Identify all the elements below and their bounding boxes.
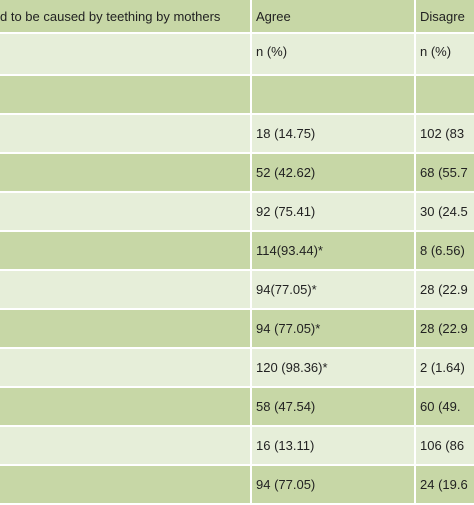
column-divider xyxy=(414,115,416,152)
agree-cell: 92 (75.41) xyxy=(256,204,316,219)
column-divider xyxy=(414,349,416,386)
disagree-cell: 24 (19.6 xyxy=(420,477,468,492)
disagree-cell: 60 (49. xyxy=(420,399,461,414)
disagree-cell: 8 (6.56) xyxy=(420,243,465,258)
column-divider xyxy=(414,310,416,347)
disagree-cell: 106 (86 xyxy=(420,438,465,453)
column-divider xyxy=(250,34,252,74)
column-divider xyxy=(414,388,416,425)
table-subheader-row: n (%) n (%) xyxy=(0,34,474,76)
disagree-cell: 28 (22.9 xyxy=(420,321,468,336)
disagree-cell: 68 (55.7 xyxy=(420,165,468,180)
table-row: 94(77.05)* 28 (22.9 xyxy=(0,271,474,310)
table-row: 58 (47.54) 60 (49. xyxy=(0,388,474,427)
column-divider xyxy=(250,76,252,113)
disagree-cell: 2 (1.64) xyxy=(420,360,465,375)
agree-cell: 120 (98.36)* xyxy=(256,360,328,375)
table-row xyxy=(0,76,474,115)
table-row: 18 (14.75) 102 (83 xyxy=(0,115,474,154)
column-divider xyxy=(250,115,252,152)
column-divider xyxy=(414,232,416,269)
column-divider xyxy=(414,154,416,191)
table-row: 114(93.44)* 8 (6.56) xyxy=(0,232,474,271)
column-divider xyxy=(250,466,252,503)
header-condition: d to be caused by teething by mothers xyxy=(0,9,221,24)
disagree-cell: 30 (24.5 xyxy=(420,204,468,219)
column-divider xyxy=(414,427,416,464)
subheader-disagree: n (%) xyxy=(420,44,452,59)
agree-cell: 52 (42.62) xyxy=(256,165,316,180)
header-agree: Agree xyxy=(256,9,291,24)
column-divider xyxy=(250,232,252,269)
disagree-cell xyxy=(420,76,474,113)
agree-cell: 94 (77.05) xyxy=(256,477,316,492)
disagree-cell: 28 (22.9 xyxy=(420,282,468,297)
column-divider xyxy=(414,34,416,74)
column-divider xyxy=(250,193,252,230)
table-row: 52 (42.62) 68 (55.7 xyxy=(0,154,474,193)
agree-cell: 94 (77.05)* xyxy=(256,321,321,336)
column-divider xyxy=(414,466,416,503)
column-divider xyxy=(250,427,252,464)
column-divider xyxy=(414,271,416,308)
table-row: 94 (77.05)* 28 (22.9 xyxy=(0,310,474,349)
column-divider xyxy=(250,0,252,32)
column-divider xyxy=(250,154,252,191)
table-row: 94 (77.05) 24 (19.6 xyxy=(0,466,474,505)
agree-cell: 16 (13.11) xyxy=(256,438,315,453)
agree-cell: 58 (47.54) xyxy=(256,399,316,414)
table-row: 120 (98.36)* 2 (1.64) xyxy=(0,349,474,388)
agree-cell: 18 (14.75) xyxy=(256,126,316,141)
disagree-cell: 102 (83 xyxy=(420,126,465,141)
subheader-agree: n (%) xyxy=(256,44,288,59)
agree-cell xyxy=(256,76,416,113)
column-divider xyxy=(414,193,416,230)
column-divider xyxy=(414,76,416,113)
agree-cell: 114(93.44)* xyxy=(256,243,323,258)
header-disagree: Disagre xyxy=(420,9,465,24)
agree-cell: 94(77.05)* xyxy=(256,282,317,297)
column-divider xyxy=(250,271,252,308)
table-row: 92 (75.41) 30 (24.5 xyxy=(0,193,474,232)
column-divider xyxy=(250,310,252,347)
column-divider xyxy=(250,388,252,425)
table-row: 16 (13.11) 106 (86 xyxy=(0,427,474,466)
table-header-row: d to be caused by teething by mothers Ag… xyxy=(0,0,474,34)
column-divider xyxy=(414,0,416,32)
column-divider xyxy=(250,349,252,386)
